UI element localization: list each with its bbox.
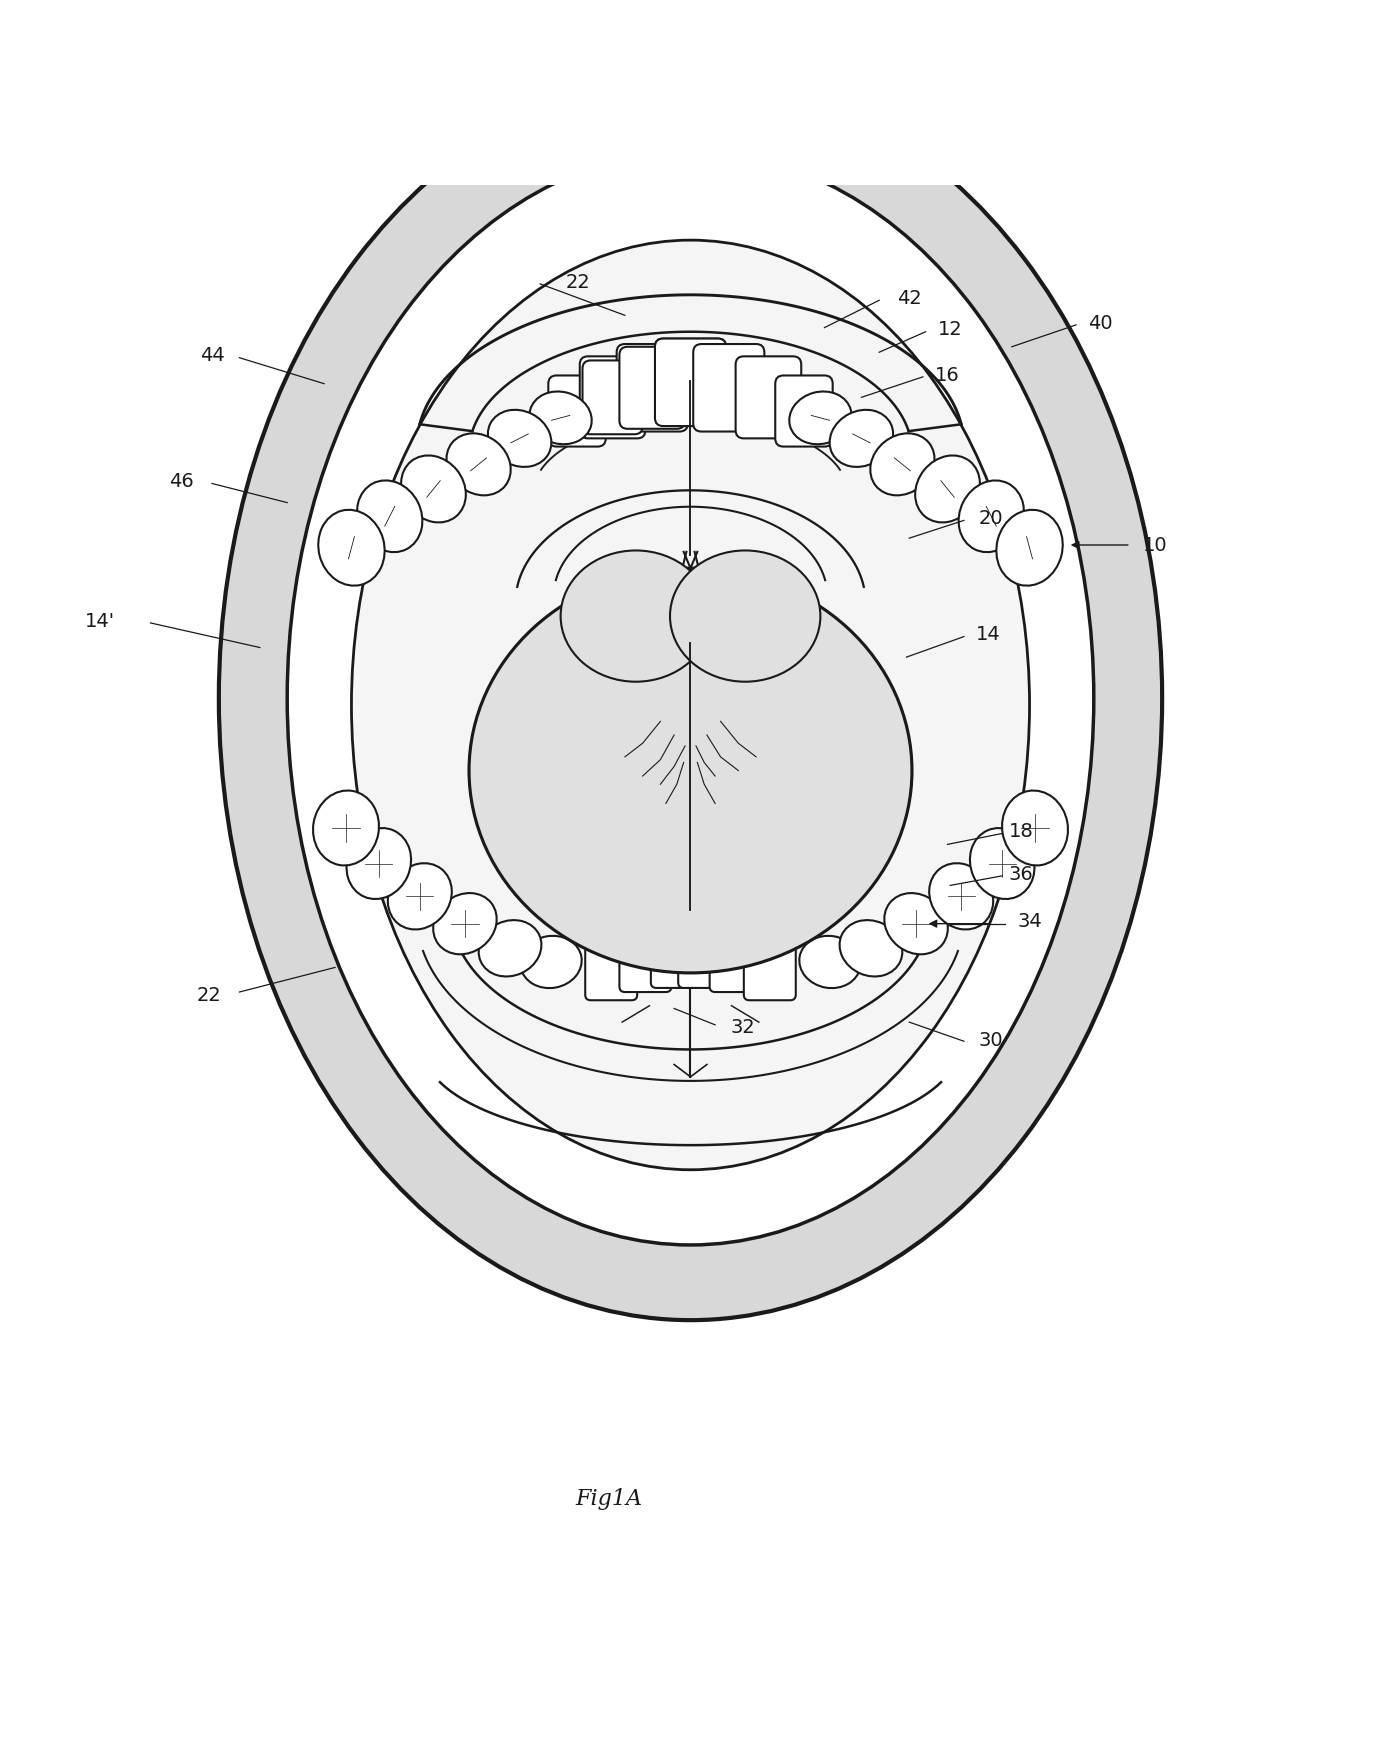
FancyBboxPatch shape xyxy=(580,356,645,440)
Ellipse shape xyxy=(996,511,1063,586)
FancyBboxPatch shape xyxy=(693,344,764,433)
Text: 46: 46 xyxy=(170,471,195,490)
Text: 40: 40 xyxy=(1088,313,1113,332)
FancyBboxPatch shape xyxy=(775,376,833,447)
Text: 16: 16 xyxy=(935,365,960,384)
Text: 42: 42 xyxy=(896,289,921,308)
Text: 18: 18 xyxy=(1010,823,1034,840)
Ellipse shape xyxy=(529,393,591,445)
FancyBboxPatch shape xyxy=(744,937,795,1000)
FancyBboxPatch shape xyxy=(696,348,761,430)
Ellipse shape xyxy=(400,456,465,523)
Ellipse shape xyxy=(318,511,385,586)
FancyBboxPatch shape xyxy=(620,930,671,993)
Text: 22: 22 xyxy=(566,273,591,292)
FancyBboxPatch shape xyxy=(736,356,801,440)
Ellipse shape xyxy=(969,828,1034,899)
Ellipse shape xyxy=(1003,791,1068,866)
FancyBboxPatch shape xyxy=(655,339,726,426)
FancyBboxPatch shape xyxy=(620,348,685,430)
Ellipse shape xyxy=(790,393,852,445)
Text: 30: 30 xyxy=(979,1031,1004,1050)
FancyBboxPatch shape xyxy=(548,376,606,447)
Text: 14: 14 xyxy=(976,624,1001,643)
Ellipse shape xyxy=(800,936,860,988)
Ellipse shape xyxy=(446,435,511,496)
Text: 36: 36 xyxy=(1010,864,1034,883)
Ellipse shape xyxy=(521,936,581,988)
Ellipse shape xyxy=(388,864,452,930)
Text: 20: 20 xyxy=(979,510,1004,529)
Ellipse shape xyxy=(487,410,551,468)
FancyBboxPatch shape xyxy=(586,937,637,1000)
Ellipse shape xyxy=(479,920,541,977)
Ellipse shape xyxy=(670,551,820,682)
Ellipse shape xyxy=(287,153,1094,1245)
Text: 32: 32 xyxy=(731,1017,755,1036)
Ellipse shape xyxy=(929,864,993,930)
FancyBboxPatch shape xyxy=(678,925,731,988)
Ellipse shape xyxy=(351,242,1030,1170)
Ellipse shape xyxy=(358,482,423,553)
Text: 10: 10 xyxy=(1143,536,1167,555)
Text: 22: 22 xyxy=(197,986,222,1005)
Ellipse shape xyxy=(958,482,1023,553)
Text: 12: 12 xyxy=(938,320,963,339)
FancyBboxPatch shape xyxy=(650,925,703,988)
Ellipse shape xyxy=(347,828,412,899)
Ellipse shape xyxy=(870,435,935,496)
Ellipse shape xyxy=(916,456,981,523)
Text: 14': 14' xyxy=(84,612,115,630)
Ellipse shape xyxy=(840,920,902,977)
Ellipse shape xyxy=(830,410,894,468)
Ellipse shape xyxy=(434,894,497,955)
Ellipse shape xyxy=(470,569,911,974)
Ellipse shape xyxy=(884,894,947,955)
FancyBboxPatch shape xyxy=(617,344,688,433)
Text: Fig1A: Fig1A xyxy=(574,1487,642,1509)
FancyBboxPatch shape xyxy=(583,362,642,435)
Text: 44: 44 xyxy=(200,346,224,365)
Ellipse shape xyxy=(561,551,711,682)
Text: 34: 34 xyxy=(1018,911,1041,930)
FancyBboxPatch shape xyxy=(655,339,726,426)
Ellipse shape xyxy=(313,791,378,866)
FancyBboxPatch shape xyxy=(710,930,761,993)
Ellipse shape xyxy=(218,77,1163,1320)
